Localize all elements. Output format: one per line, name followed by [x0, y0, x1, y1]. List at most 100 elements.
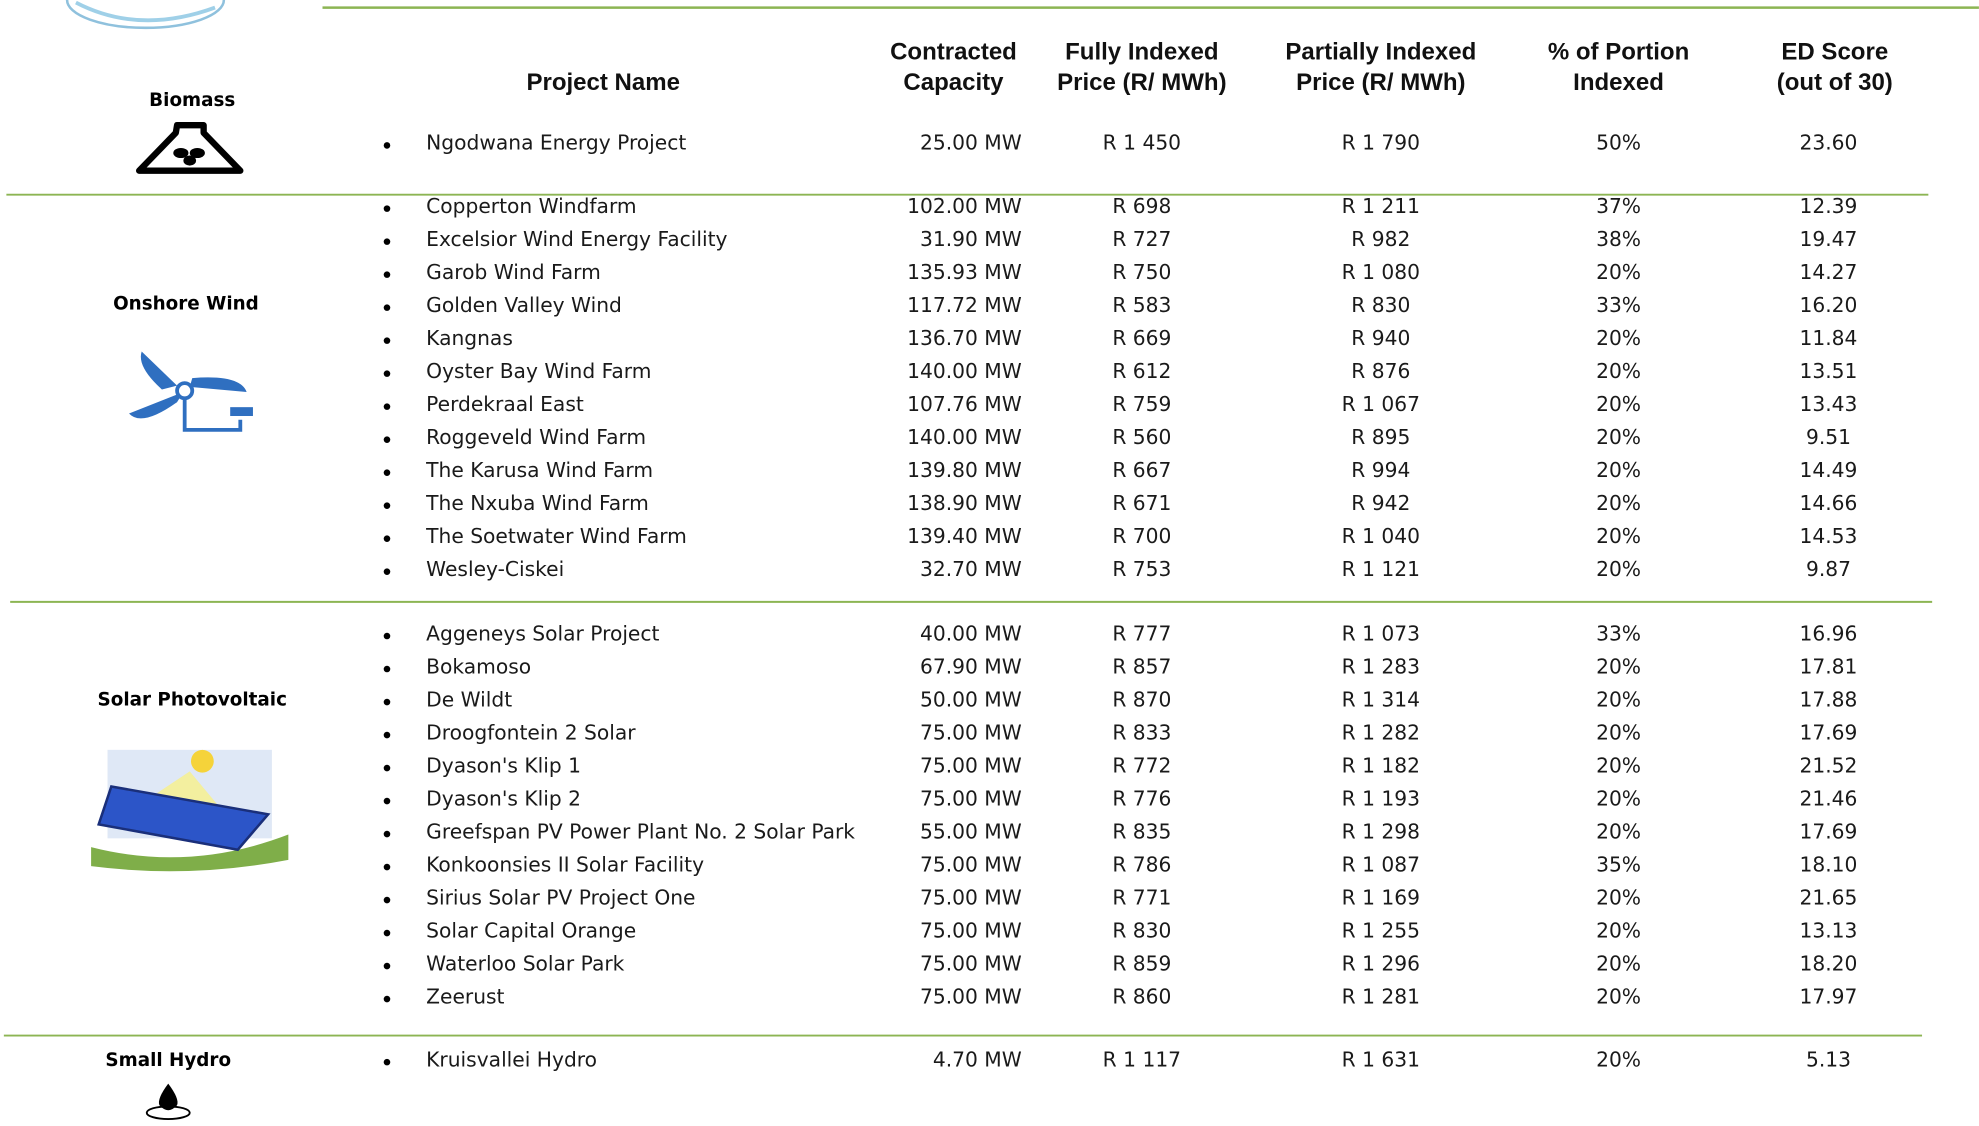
cell: 20%	[1596, 687, 1641, 711]
cell: 33%	[1596, 293, 1641, 317]
cell: R 772	[1112, 753, 1171, 777]
cell: 139.40 MW	[907, 524, 1022, 548]
cell: R 1 211	[1342, 194, 1420, 218]
cell: 140.00 MW	[907, 425, 1022, 449]
cell: 20%	[1596, 654, 1641, 678]
cell: 20%	[1596, 819, 1641, 843]
cell: 75.00 MW	[920, 753, 1022, 777]
cell: R 1 182	[1342, 753, 1420, 777]
bullet	[384, 633, 391, 640]
cell: Golden Valley Wind	[426, 293, 622, 317]
cell: R 830	[1351, 293, 1410, 317]
cell: 37%	[1596, 194, 1641, 218]
cell: 102.00 MW	[907, 194, 1022, 218]
cell: 17.69	[1800, 819, 1858, 843]
cell: R 1 193	[1342, 786, 1420, 810]
bullet	[384, 1059, 391, 1066]
cell: R 1 298	[1342, 819, 1420, 843]
cell: 18.10	[1800, 852, 1858, 876]
cell: R 994	[1351, 458, 1410, 482]
cell: R 870	[1112, 687, 1171, 711]
hydro-icon	[147, 1084, 190, 1119]
bullet	[384, 963, 391, 970]
cell: 75.00 MW	[920, 852, 1022, 876]
cell: 21.46	[1800, 786, 1858, 810]
cell: 50%	[1596, 131, 1641, 155]
cell: Perdekraal East	[426, 392, 584, 416]
cell: 18.20	[1800, 951, 1858, 975]
cell: Droogfontein 2 Solar	[426, 720, 636, 744]
cell: 20%	[1596, 425, 1641, 449]
bullet	[384, 469, 391, 476]
cell: Bokamoso	[426, 654, 531, 678]
bullet	[384, 535, 391, 542]
cell: 20%	[1596, 491, 1641, 515]
cell: R 1 255	[1342, 918, 1420, 942]
cell: 13.43	[1800, 392, 1858, 416]
cell: 75.00 MW	[920, 984, 1022, 1008]
bullet	[384, 568, 391, 575]
cell: R 860	[1112, 984, 1171, 1008]
cell: 13.13	[1800, 918, 1858, 942]
cell: 31.90 MW	[920, 227, 1022, 251]
cell: 20%	[1596, 392, 1641, 416]
cell: R 700	[1112, 524, 1171, 548]
cell: R 753	[1112, 557, 1171, 581]
cell: 17.81	[1800, 654, 1858, 678]
cell: R 1 296	[1342, 951, 1420, 975]
cell: 117.72 MW	[907, 293, 1022, 317]
cell: 38%	[1596, 227, 1641, 251]
cell: 20%	[1596, 753, 1641, 777]
cell: 9.87	[1806, 557, 1851, 581]
cell: 14.53	[1800, 524, 1858, 548]
cell: R 940	[1351, 326, 1410, 350]
bullet	[384, 304, 391, 311]
cell: 55.00 MW	[920, 819, 1022, 843]
page: Project NameContractedCapacityFully Inde…	[0, 0, 1979, 1126]
cell: R 1 169	[1342, 885, 1420, 909]
column-header: Contracted	[890, 38, 1017, 65]
biomass-icon	[139, 125, 240, 171]
cell: R 777	[1112, 621, 1171, 645]
cell: Roggeveld Wind Farm	[426, 425, 646, 449]
cell: R 1 121	[1342, 557, 1420, 581]
cell: 20%	[1596, 326, 1641, 350]
bullet	[384, 930, 391, 937]
cell: Wesley-Ciskei	[426, 557, 564, 581]
cell: Kangnas	[426, 326, 513, 350]
cell: R 1 067	[1342, 392, 1420, 416]
cell: R 1 073	[1342, 621, 1420, 645]
cell: R 857	[1112, 654, 1171, 678]
cell: 135.93 MW	[907, 260, 1022, 284]
cell: R 1 283	[1342, 654, 1420, 678]
group-label: Solar Photovoltaic	[98, 690, 287, 711]
cell: Dyason's Klip 1	[426, 753, 581, 777]
cell: 20%	[1596, 720, 1641, 744]
bullet	[384, 996, 391, 1003]
cell: 33%	[1596, 621, 1641, 645]
cell: 35%	[1596, 852, 1641, 876]
bullet	[384, 271, 391, 278]
column-header: Price (R/ MWh)	[1057, 69, 1226, 96]
cell: R 982	[1351, 227, 1410, 251]
cell: The Karusa Wind Farm	[425, 458, 653, 482]
cell: 140.00 MW	[907, 359, 1022, 383]
cell: 20%	[1596, 1047, 1641, 1071]
cell: 4.70 MW	[933, 1047, 1022, 1071]
cell: 12.39	[1800, 194, 1858, 218]
cell: R 667	[1112, 458, 1171, 482]
cell: 75.00 MW	[920, 720, 1022, 744]
cell: Oyster Bay Wind Farm	[426, 359, 651, 383]
column-header: Project Name	[526, 69, 680, 96]
cell: 20%	[1596, 458, 1641, 482]
cell: 20%	[1596, 359, 1641, 383]
cell: 9.51	[1806, 425, 1851, 449]
cell: R 1 040	[1342, 524, 1420, 548]
cell: R 727	[1112, 227, 1171, 251]
cell: R 833	[1112, 720, 1171, 744]
cell: 14.49	[1800, 458, 1858, 482]
cell: 20%	[1596, 557, 1641, 581]
cell: 21.65	[1800, 885, 1858, 909]
cell: 25.00 MW	[920, 131, 1022, 155]
cell: 17.88	[1800, 687, 1858, 711]
